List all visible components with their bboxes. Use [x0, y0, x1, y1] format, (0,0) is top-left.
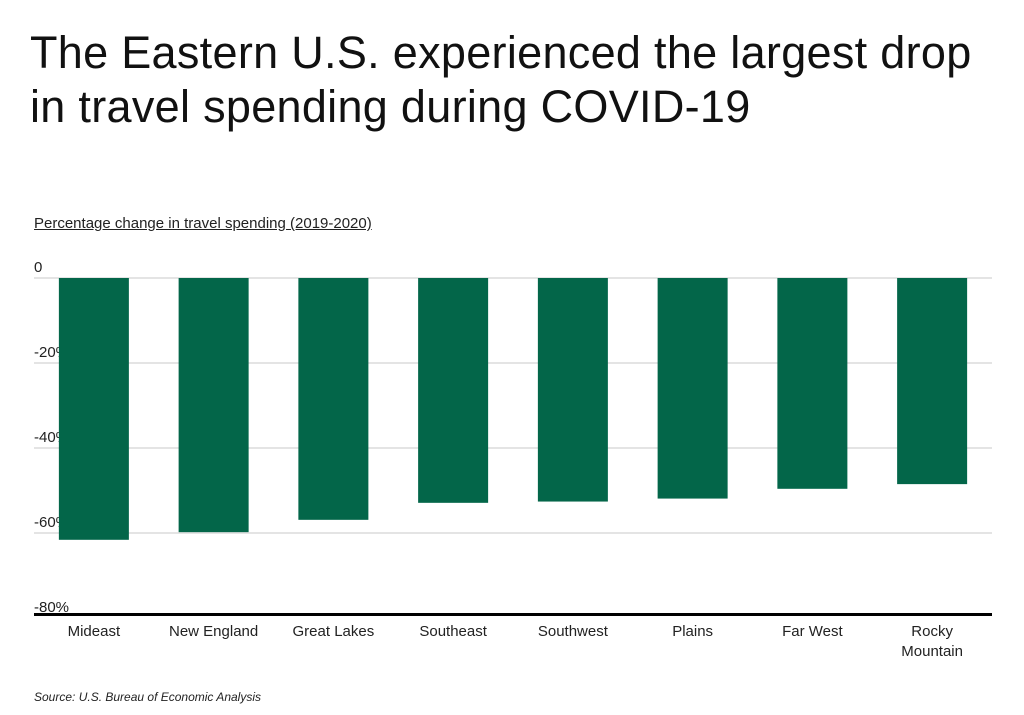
bar-new-england	[178, 278, 249, 533]
bar-great-lakes	[298, 278, 369, 520]
x-tick-label: Rocky Mountain	[901, 623, 963, 660]
x-tick-label: Southwest	[538, 623, 609, 640]
x-tick-label: Mideast	[68, 623, 121, 640]
bar-rocky-mountain	[897, 278, 968, 485]
x-tick-label: Southeast	[419, 623, 487, 640]
x-tick-label: Great Lakes	[293, 623, 375, 640]
x-tick-label: New England	[169, 623, 258, 640]
bar-southeast	[418, 278, 489, 503]
bar-mideast	[58, 278, 129, 540]
y-tick-label: 0	[34, 259, 42, 276]
bar-far-west	[777, 278, 848, 489]
y-axis-label: Percentage change in travel spending (20…	[34, 215, 372, 232]
x-tick-label: Far West	[782, 623, 843, 640]
x-tick-label: Plains	[672, 623, 713, 640]
bar-plains	[657, 278, 728, 499]
source-note: Source: U.S. Bureau of Economic Analysis	[34, 690, 261, 704]
y-tick-label: -80%	[34, 599, 69, 616]
chart-title: The Eastern U.S. experienced the largest…	[30, 27, 972, 132]
bar-southwest	[537, 278, 608, 502]
